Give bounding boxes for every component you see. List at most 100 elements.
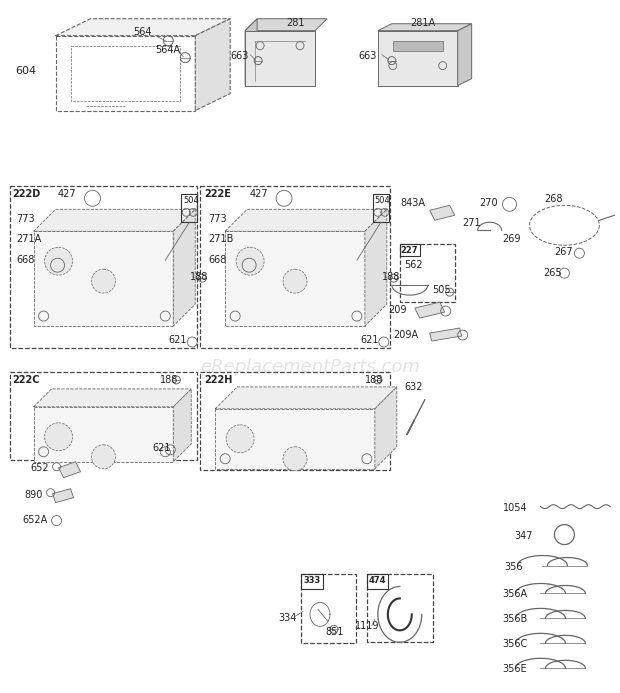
Text: 265: 265: [544, 268, 562, 278]
Polygon shape: [430, 205, 454, 220]
Text: 564A: 564A: [156, 44, 180, 55]
Text: 188: 188: [365, 375, 383, 385]
Text: 188: 188: [161, 375, 179, 385]
Text: 427: 427: [249, 189, 268, 200]
Text: 1119: 1119: [355, 622, 379, 631]
Text: 604: 604: [16, 66, 37, 76]
Text: 663: 663: [358, 51, 376, 61]
Polygon shape: [245, 19, 257, 86]
Circle shape: [283, 447, 307, 471]
Bar: [367, 574, 433, 642]
Text: eReplacementParts.com: eReplacementParts.com: [200, 358, 420, 376]
Polygon shape: [215, 387, 397, 409]
Polygon shape: [195, 19, 230, 110]
Polygon shape: [174, 209, 195, 326]
Bar: [373, 194, 389, 222]
Text: 227: 227: [401, 246, 419, 255]
Text: 270: 270: [480, 198, 498, 209]
Text: 281A: 281A: [410, 18, 435, 28]
Text: 209: 209: [388, 305, 406, 315]
Polygon shape: [58, 462, 81, 477]
Text: 621: 621: [360, 335, 378, 345]
Polygon shape: [378, 30, 458, 86]
Text: 621: 621: [153, 443, 171, 453]
Text: 188: 188: [190, 272, 209, 282]
Text: 668: 668: [208, 255, 226, 265]
Circle shape: [92, 445, 115, 468]
Bar: [10, 186, 197, 348]
Polygon shape: [375, 387, 397, 468]
Bar: [200, 186, 390, 348]
Text: 504: 504: [375, 196, 391, 205]
Text: 269: 269: [503, 234, 521, 244]
Circle shape: [45, 423, 73, 450]
Polygon shape: [245, 30, 315, 86]
Text: 356C: 356C: [503, 640, 528, 649]
Text: 652A: 652A: [23, 515, 48, 525]
Bar: [400, 244, 454, 302]
Polygon shape: [33, 389, 191, 407]
Text: 222E: 222E: [204, 189, 231, 200]
Text: 663: 663: [230, 51, 249, 61]
Bar: [301, 574, 323, 590]
Polygon shape: [174, 389, 191, 462]
Text: 505: 505: [432, 285, 450, 295]
Bar: [301, 574, 356, 643]
Text: 632: 632: [405, 382, 423, 392]
Text: 474: 474: [369, 577, 386, 586]
Text: 564: 564: [133, 27, 152, 37]
Text: 271B: 271B: [208, 234, 234, 244]
Polygon shape: [378, 24, 472, 30]
Text: 222C: 222C: [12, 375, 40, 385]
Polygon shape: [53, 489, 74, 502]
Text: 281: 281: [286, 18, 304, 28]
Bar: [400, 244, 420, 256]
Text: 222D: 222D: [12, 189, 41, 200]
Text: 668: 668: [17, 255, 35, 265]
Circle shape: [283, 269, 307, 293]
Text: 773: 773: [17, 214, 35, 225]
Polygon shape: [225, 209, 387, 231]
Polygon shape: [458, 24, 472, 86]
Text: 356E: 356E: [503, 665, 527, 674]
Polygon shape: [225, 231, 365, 326]
Polygon shape: [33, 231, 174, 326]
Text: 334: 334: [278, 613, 296, 624]
Text: 1054: 1054: [503, 502, 527, 513]
Polygon shape: [430, 328, 462, 341]
Text: 356: 356: [505, 561, 523, 572]
Bar: [10, 372, 197, 459]
Text: 347: 347: [515, 531, 533, 541]
Bar: [71, 46, 180, 100]
Text: 504: 504: [184, 196, 199, 205]
Text: 562: 562: [404, 260, 422, 270]
Polygon shape: [33, 209, 195, 231]
Text: 222H: 222H: [204, 375, 232, 385]
Text: 356A: 356A: [503, 590, 528, 599]
Text: 843A: 843A: [401, 198, 426, 209]
Bar: [200, 372, 390, 470]
Circle shape: [226, 425, 254, 453]
Circle shape: [236, 247, 264, 275]
Text: 890: 890: [25, 490, 43, 500]
Polygon shape: [215, 409, 375, 468]
Text: 209A: 209A: [393, 330, 418, 340]
Text: 188: 188: [382, 272, 401, 282]
Bar: [367, 574, 388, 590]
Text: 271: 271: [463, 218, 481, 228]
Circle shape: [92, 269, 115, 293]
Text: 271A: 271A: [17, 234, 42, 244]
Bar: [393, 41, 443, 51]
Text: 851: 851: [325, 627, 343, 638]
Text: 427: 427: [58, 189, 76, 200]
Polygon shape: [415, 302, 445, 318]
Polygon shape: [245, 19, 327, 30]
Circle shape: [45, 247, 73, 275]
Text: 267: 267: [554, 247, 573, 257]
Polygon shape: [365, 209, 387, 326]
Text: 268: 268: [544, 194, 563, 204]
Text: 621: 621: [168, 335, 187, 345]
Bar: [181, 194, 197, 222]
Polygon shape: [56, 19, 230, 36]
Polygon shape: [33, 407, 174, 462]
